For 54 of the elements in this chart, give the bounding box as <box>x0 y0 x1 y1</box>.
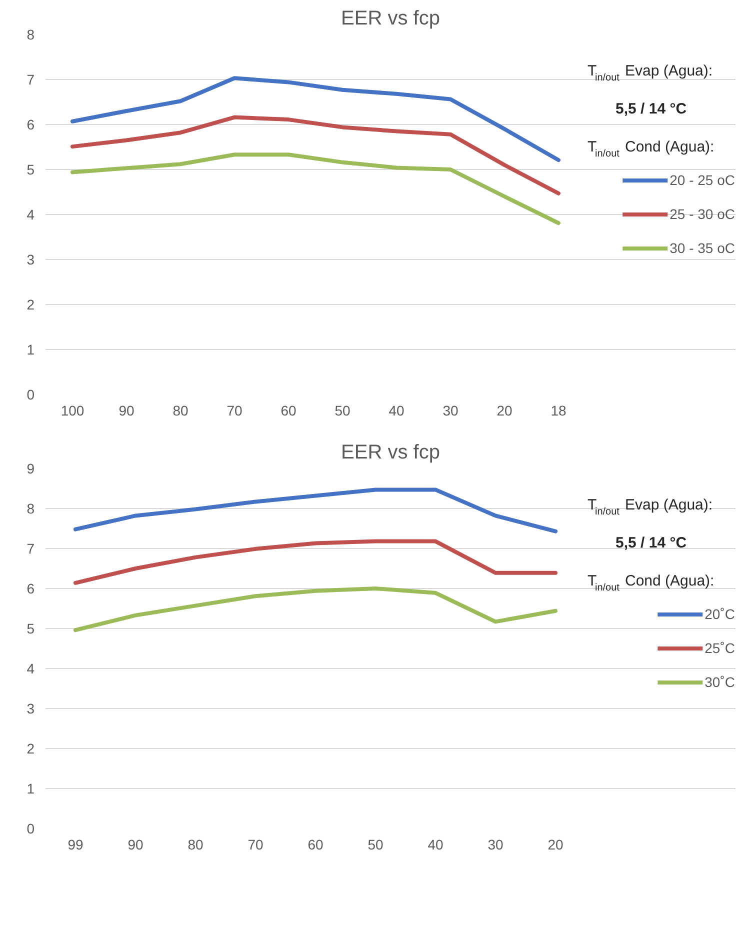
x-tick-label: 100 <box>60 402 84 418</box>
chart-title: EER vs fcp <box>341 442 440 464</box>
y-tick-label: 3 <box>26 252 35 268</box>
x-tick-label: 50 <box>334 402 350 418</box>
y-tick-label: 3 <box>26 700 35 716</box>
y-tick-label: 4 <box>26 660 35 676</box>
x-tick-label: 70 <box>226 402 242 418</box>
y-tick-label: 9 <box>26 460 35 476</box>
x-tick-label: 99 <box>68 836 84 852</box>
legend-label: 25˚C <box>704 640 735 656</box>
y-tick-label: 8 <box>26 500 35 516</box>
legend-label: 20˚C <box>704 606 735 622</box>
x-tick-label: 80 <box>172 402 188 418</box>
x-tick-label: 30 <box>442 402 458 418</box>
x-tick-label: 90 <box>118 402 134 418</box>
line-series <box>70 76 560 162</box>
y-tick-label: 6 <box>26 580 35 596</box>
x-tick-label: 90 <box>128 836 144 852</box>
line-series <box>70 115 560 196</box>
x-tick-label: 60 <box>280 402 296 418</box>
x-tick-label: 50 <box>368 836 384 852</box>
line-series <box>74 539 558 585</box>
legend-label: 30˚C <box>704 674 735 690</box>
x-tick-label: 20 <box>496 402 512 418</box>
legend-label: 25 - 30 oC <box>670 206 735 222</box>
y-tick-label: 0 <box>26 386 35 402</box>
line-series <box>74 586 558 632</box>
legend-label: 20 - 25 oC <box>670 172 735 188</box>
x-tick-label: 80 <box>188 836 204 852</box>
y-tick-label: 1 <box>26 780 35 796</box>
y-tick-label: 1 <box>26 342 35 358</box>
y-tick-label: 5 <box>26 162 35 178</box>
y-tick-label: 7 <box>26 72 35 88</box>
text: 5,5 / 14 °C <box>616 534 687 552</box>
y-tick-label: 6 <box>26 116 35 132</box>
y-tick-label: 2 <box>26 740 35 756</box>
y-tick-label: 8 <box>26 26 35 42</box>
x-tick-label: 18 <box>550 402 566 418</box>
y-tick-label: 4 <box>26 206 35 222</box>
line-series <box>74 488 558 534</box>
legend-label: 30 - 35 oC <box>670 240 735 256</box>
y-tick-label: 5 <box>26 620 35 636</box>
x-tick-label: 70 <box>248 836 264 852</box>
x-tick-label: 40 <box>388 402 404 418</box>
x-tick-label: 60 <box>308 836 324 852</box>
y-tick-label: 0 <box>26 820 35 836</box>
line-series <box>70 152 560 226</box>
y-tick-label: 7 <box>26 540 35 556</box>
y-tick-label: 2 <box>26 296 35 312</box>
x-tick-label: 40 <box>428 836 444 852</box>
x-tick-label: 20 <box>548 836 564 852</box>
text: 5,5 / 14 °C <box>616 100 687 118</box>
x-tick-label: 30 <box>488 836 504 852</box>
chart-title: EER vs fcp <box>341 8 440 30</box>
